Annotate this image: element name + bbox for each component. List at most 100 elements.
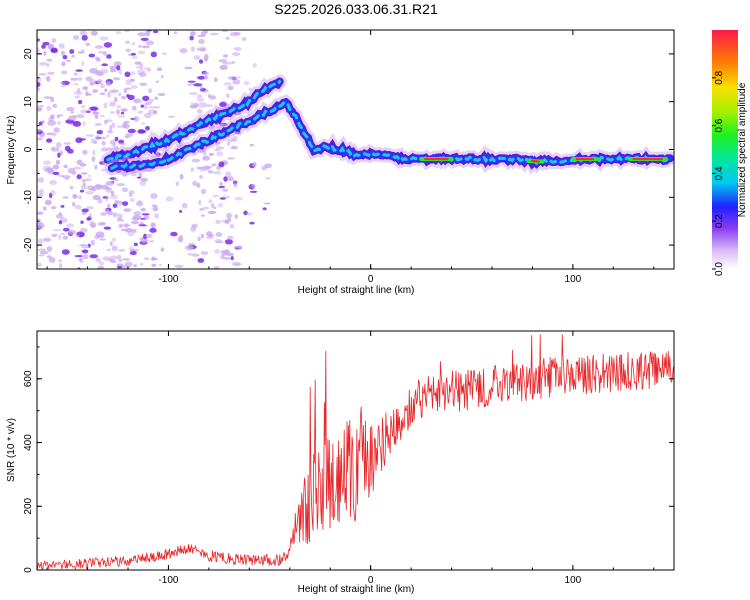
noise-blob bbox=[198, 59, 204, 64]
noise-blob bbox=[104, 119, 113, 123]
noise-blob bbox=[232, 261, 241, 267]
noise-blob bbox=[114, 199, 119, 204]
noise-blob bbox=[92, 149, 96, 156]
noise-blob bbox=[186, 83, 195, 86]
noise-blob bbox=[109, 69, 117, 73]
noise-blob bbox=[55, 214, 64, 219]
noise-blob bbox=[191, 224, 196, 228]
y-tick-label: 400 bbox=[23, 434, 34, 451]
noise-blob bbox=[125, 48, 132, 52]
noise-blob bbox=[46, 246, 53, 252]
noise-blob bbox=[140, 104, 145, 108]
noise-blob bbox=[51, 147, 55, 152]
noise-blob bbox=[215, 219, 221, 224]
noise-blob bbox=[252, 63, 257, 68]
noise-blob bbox=[97, 71, 104, 77]
noise-blob bbox=[137, 69, 146, 75]
noise-blob bbox=[52, 171, 60, 176]
colorbar-tick-label: 0.0 bbox=[714, 262, 725, 276]
noise-blob bbox=[80, 227, 88, 233]
noise-blob bbox=[193, 55, 201, 60]
noise-blob bbox=[149, 98, 154, 103]
noise-blob bbox=[121, 187, 129, 193]
noise-blob bbox=[222, 54, 229, 58]
noise-blob bbox=[222, 61, 232, 65]
y-tick-label: -20 bbox=[23, 237, 34, 252]
noise-blob bbox=[107, 210, 113, 216]
noise-blob bbox=[92, 194, 101, 201]
y-tick-label: 200 bbox=[23, 497, 34, 514]
noise-blob bbox=[113, 61, 122, 67]
spectrogram-y-label: Frequency (Hz) bbox=[6, 116, 17, 185]
noise-blob bbox=[246, 212, 253, 216]
noise-blob bbox=[118, 139, 125, 144]
noise-blob bbox=[137, 110, 143, 114]
noise-blob bbox=[136, 176, 142, 179]
noise-blob bbox=[116, 109, 120, 115]
noise-blob bbox=[100, 212, 107, 216]
noise-blob bbox=[116, 65, 121, 71]
noise-blob bbox=[126, 94, 130, 98]
snr-frame bbox=[36, 330, 675, 571]
noise-blob bbox=[64, 176, 70, 181]
noise-blob bbox=[88, 53, 96, 58]
noise-blob bbox=[73, 72, 78, 76]
noise-blob bbox=[58, 220, 63, 225]
noise-blob bbox=[227, 85, 234, 91]
noise-blob bbox=[112, 203, 118, 208]
noise-blob bbox=[73, 90, 83, 96]
noise-blob bbox=[38, 136, 43, 140]
noise-blob bbox=[202, 165, 210, 170]
noise-blob bbox=[104, 88, 108, 93]
noise-blob bbox=[152, 30, 159, 34]
noise-blob bbox=[107, 129, 113, 134]
noise-blob bbox=[66, 107, 75, 112]
noise-blob bbox=[197, 258, 205, 263]
noise-blob bbox=[202, 206, 210, 210]
noise-blob bbox=[81, 61, 85, 66]
noise-blob bbox=[134, 61, 142, 65]
noise-blob bbox=[234, 196, 244, 201]
noise-blob bbox=[122, 123, 130, 129]
noise-blob bbox=[38, 189, 44, 195]
noise-blob bbox=[150, 193, 158, 199]
noise-blob bbox=[160, 247, 165, 252]
noise-blob bbox=[261, 165, 268, 171]
noise-blob bbox=[243, 81, 250, 86]
noise-blob bbox=[42, 206, 47, 211]
noise-blob bbox=[198, 38, 205, 45]
noise-blob bbox=[93, 140, 98, 145]
noise-blob bbox=[46, 138, 53, 143]
noise-blob bbox=[129, 197, 135, 203]
noise-blob bbox=[200, 251, 209, 256]
noise-blob bbox=[37, 138, 44, 141]
noise-blob bbox=[196, 182, 201, 188]
noise-blob bbox=[66, 223, 74, 228]
noise-blob bbox=[87, 93, 92, 96]
noise-blob bbox=[85, 191, 94, 195]
noise-blob bbox=[99, 92, 106, 96]
noise-blob bbox=[67, 167, 76, 174]
noise-blob bbox=[53, 127, 60, 133]
noise-blob bbox=[82, 85, 89, 91]
noise-blob bbox=[62, 235, 69, 240]
noise-blob bbox=[46, 58, 53, 62]
colorbar-gradient bbox=[712, 30, 738, 269]
noise-blob bbox=[237, 76, 241, 79]
x-tick-label: 0 bbox=[368, 575, 374, 586]
noise-blob bbox=[147, 88, 153, 93]
noise-blob bbox=[262, 207, 267, 211]
noise-blob bbox=[97, 265, 104, 269]
noise-blob bbox=[47, 120, 57, 126]
noise-blob bbox=[226, 157, 236, 160]
noise-blob bbox=[227, 76, 237, 80]
noise-blob bbox=[90, 239, 95, 246]
noise-blob bbox=[80, 49, 85, 52]
noise-blob bbox=[204, 75, 209, 80]
noise-blob bbox=[37, 38, 41, 42]
noise-blob bbox=[131, 217, 140, 221]
noise-blob bbox=[103, 226, 112, 230]
noise-blob bbox=[133, 99, 138, 103]
noise-blob bbox=[138, 72, 147, 77]
